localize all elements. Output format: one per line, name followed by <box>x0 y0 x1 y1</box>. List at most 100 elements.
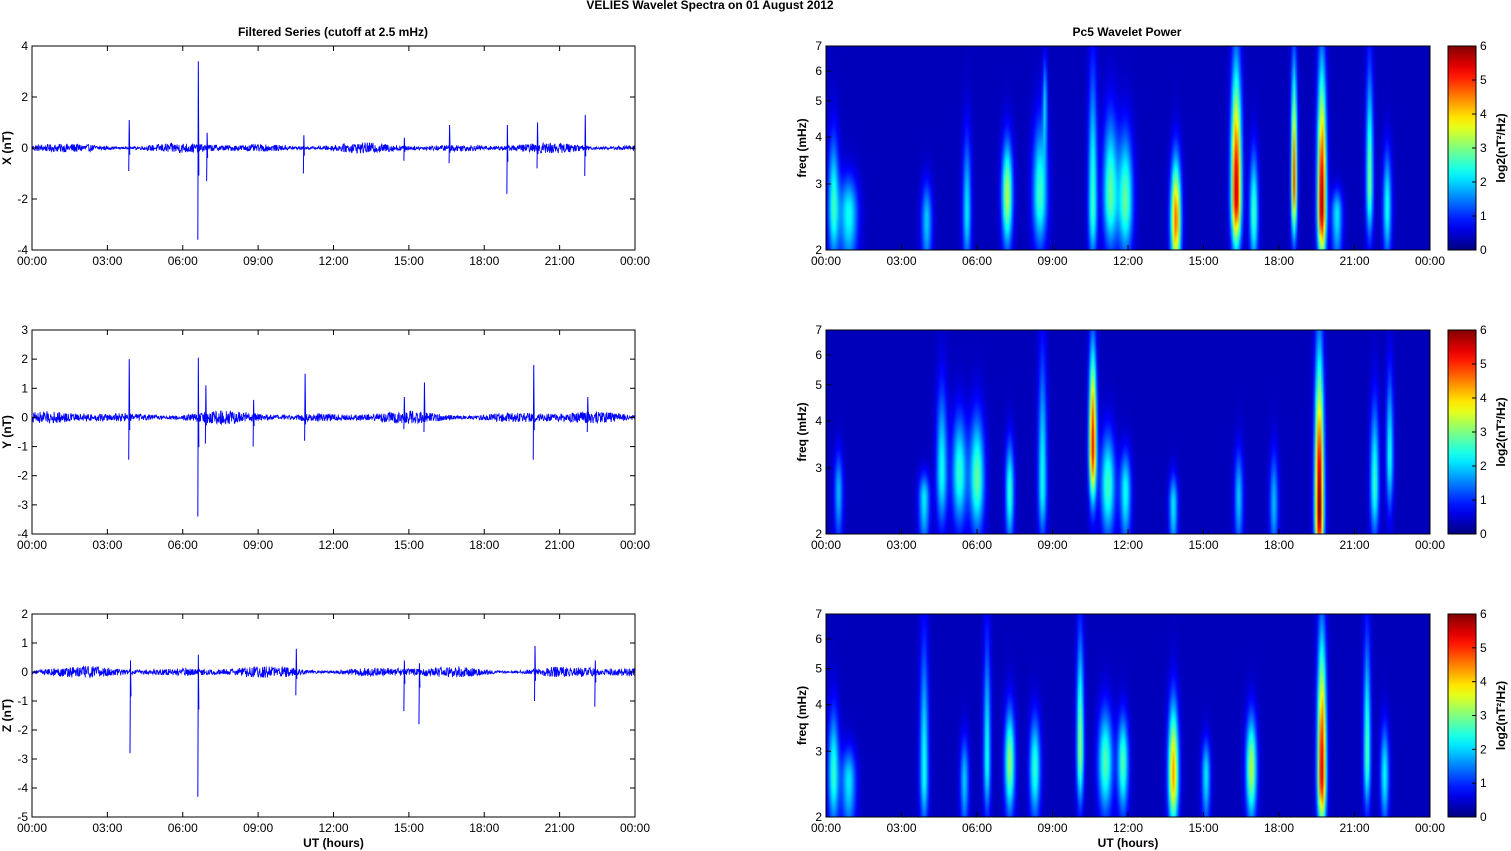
y-tick-label: -3 <box>17 498 28 512</box>
x-tick-label: 00:00 <box>811 538 841 552</box>
y-tick-label: -2 <box>17 723 28 737</box>
timeseries-panel-1: 00:00 03:00 06:00 09:00 12:00 15:00 18:00 21:00… <box>0 39 650 268</box>
y-tick-label: -3 <box>17 752 28 766</box>
y-tick-label: 7 <box>815 39 822 53</box>
y-axis-label: freq (mHz) <box>795 118 809 177</box>
x-tick-label: 21:00 <box>1339 538 1369 552</box>
x-tick-label: 12:00 <box>318 538 348 552</box>
spike-mark <box>302 135 305 174</box>
x-tick-label: 06:00 <box>962 821 992 835</box>
y-tick-label: 6 <box>815 64 822 78</box>
spike-mark <box>532 364 535 460</box>
colorbar-tick-label: 5 <box>1480 641 1487 655</box>
trace-line <box>31 410 636 426</box>
x-tick-label: 21:00 <box>545 538 575 552</box>
x-tick-label: 09:00 <box>1037 538 1067 552</box>
panels: 00:00 03:00 06:00 09:00 12:00 15:00 18:00 21:00… <box>0 39 1508 850</box>
spike-mark <box>594 660 597 707</box>
x-tick-label: 00:00 <box>17 538 47 552</box>
colorbar-tick-label: 4 <box>1480 391 1487 405</box>
spike-mark <box>584 114 587 177</box>
x-tick-label: 00:00 <box>1415 254 1445 268</box>
y-tick-label: 6 <box>815 348 822 362</box>
x-tick-label: 03:00 <box>92 254 122 268</box>
y-tick-label: -2 <box>17 469 28 483</box>
colorbar-tick-label: 4 <box>1480 107 1487 121</box>
x-axis-label: UT (hours) <box>303 836 364 850</box>
colorbar <box>1447 613 1477 818</box>
x-tick-label: 03:00 <box>886 254 916 268</box>
x-tick-label: 09:00 <box>243 538 273 552</box>
x-tick-label: 15:00 <box>394 254 424 268</box>
x-tick-label: 15:00 <box>1188 538 1218 552</box>
axes-frame <box>31 329 636 535</box>
y-axis-label: X (nT) <box>0 131 14 165</box>
y-tick-label: -4 <box>17 781 28 795</box>
y-tick-label: 2 <box>21 90 28 104</box>
trace-line <box>31 665 636 679</box>
figure-title: VELIES Wavelet Spectra on 01 August 2012 <box>586 0 834 12</box>
y-tick-label: 3 <box>815 744 822 758</box>
spike-mark <box>128 119 131 171</box>
y-tick-label: 6 <box>815 632 822 646</box>
y-axis-label: freq (mHz) <box>795 686 809 745</box>
y-tick-label: 3 <box>815 461 822 475</box>
x-tick-label: 21:00 <box>545 821 575 835</box>
y-tick-label: 0 <box>21 410 28 424</box>
x-tick-label: 03:00 <box>92 538 122 552</box>
y-tick-label: 2 <box>21 607 28 621</box>
colorbar-tick-label: 5 <box>1480 73 1487 87</box>
y-tick-label: 2 <box>815 243 822 257</box>
spike-mark <box>295 648 298 696</box>
y-tick-label: 2 <box>815 810 822 824</box>
spike-mark <box>403 397 406 430</box>
x-tick-label: 03:00 <box>886 538 916 552</box>
y-tick-label: -5 <box>17 810 28 824</box>
colorbar-tick-label: 1 <box>1480 776 1487 790</box>
x-tick-label: 06:00 <box>168 254 198 268</box>
colorbar-tick-label: 6 <box>1480 607 1487 621</box>
colorbar-tick-label: 3 <box>1480 425 1487 439</box>
x-tick-label: 09:00 <box>243 254 273 268</box>
spike-mark <box>304 373 307 441</box>
x-tick-label: 15:00 <box>394 538 424 552</box>
colorbar-label: log2(nT²/Hz) <box>1494 397 1508 466</box>
x-tick-label: 12:00 <box>1113 538 1143 552</box>
spike-mark <box>206 132 209 182</box>
wavelet-heatmap <box>826 614 1430 817</box>
y-axis-label: freq (mHz) <box>795 402 809 461</box>
x-tick-label: 12:00 <box>1113 254 1143 268</box>
colorbar-tick-label: 4 <box>1480 675 1487 689</box>
colorbar-label: log2(nT²/Hz) <box>1494 681 1508 750</box>
timeseries-panel-3: 00:00 03:00 06:00 09:00 12:00 15:00 18:00 21:00… <box>0 607 650 850</box>
y-tick-label: 4 <box>815 414 822 428</box>
y-tick-label: 3 <box>21 323 28 337</box>
x-tick-label: 21:00 <box>1339 821 1369 835</box>
colorbar-tick-label: 5 <box>1480 357 1487 371</box>
colorbar-label: log2(nT²/Hz) <box>1494 113 1508 182</box>
x-tick-label: 06:00 <box>168 821 198 835</box>
x-tick-label: 12:00 <box>318 821 348 835</box>
spike-mark <box>403 660 406 712</box>
spike-mark <box>534 645 536 702</box>
spike-mark <box>448 125 451 164</box>
x-tick-label: 06:00 <box>962 254 992 268</box>
colorbar <box>1447 329 1477 535</box>
spike-mark <box>129 660 132 754</box>
spike-mark <box>403 137 406 161</box>
spike-mark <box>197 61 200 240</box>
x-tick-label: 18:00 <box>1264 538 1294 552</box>
y-tick-label: 5 <box>815 378 822 392</box>
spike-mark <box>418 663 421 725</box>
x-tick-label: 00:00 <box>1415 821 1445 835</box>
axes-frame <box>31 613 636 818</box>
y-axis-label: Z (nT) <box>0 699 14 732</box>
colorbar-tick-label: 6 <box>1480 323 1487 337</box>
x-tick-label: 18:00 <box>469 538 499 552</box>
wavelet-panel-2: 00:00 03:00 06:00 09:00 12:00 15:00 18:00 21:00… <box>795 607 1508 850</box>
x-tick-label: 09:00 <box>1037 821 1067 835</box>
x-tick-label: 21:00 <box>1339 254 1369 268</box>
spike-mark <box>204 385 207 444</box>
wavelet-panel-1: 00:00 03:00 06:00 09:00 12:00 15:00 18:00 21:00… <box>795 323 1508 552</box>
